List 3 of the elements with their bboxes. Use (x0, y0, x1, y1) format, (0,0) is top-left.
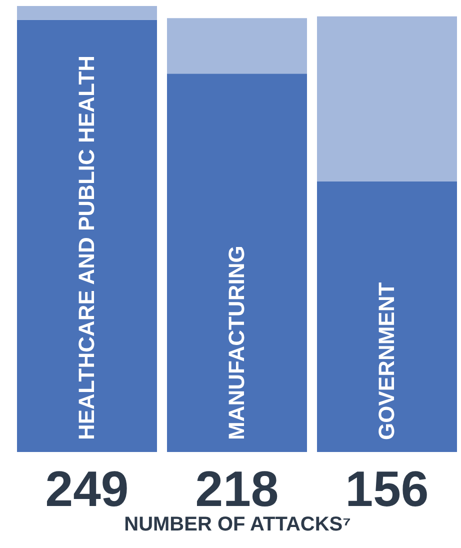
x-tick-label: GOVERNMENT (374, 282, 399, 440)
x-tick-label: HEALTHCARE AND PUBLIC HEALTH (74, 55, 99, 440)
x-tick-label: MANUFACTURING (224, 246, 249, 440)
